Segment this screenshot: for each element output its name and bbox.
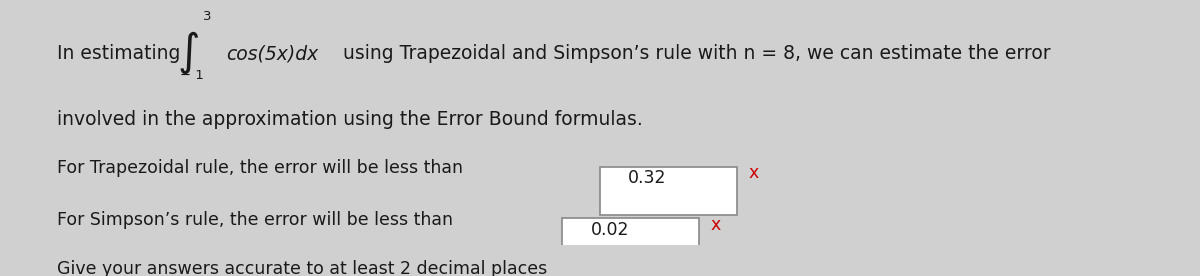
FancyBboxPatch shape (600, 167, 737, 215)
Text: 0.32: 0.32 (628, 169, 667, 187)
Text: x: x (710, 216, 720, 234)
Text: − 1: − 1 (180, 69, 204, 82)
Text: For Simpson’s rule, the error will be less than: For Simpson’s rule, the error will be le… (58, 211, 454, 229)
Text: $\int$: $\int$ (178, 30, 199, 76)
Text: involved in the approximation using the Error Bound formulas.: involved in the approximation using the … (58, 110, 643, 129)
FancyBboxPatch shape (562, 218, 698, 266)
Text: For Trapezoidal rule, the error will be less than: For Trapezoidal rule, the error will be … (58, 160, 463, 177)
Text: 0.02: 0.02 (590, 221, 629, 239)
Text: In estimating: In estimating (58, 44, 180, 63)
Text: 3: 3 (203, 10, 211, 23)
Text: x: x (748, 164, 758, 182)
Text: cos(5x)dx: cos(5x)dx (226, 44, 318, 63)
Text: using Trapezoidal and Simpson’s rule with n = 8, we can estimate the error: using Trapezoidal and Simpson’s rule wit… (337, 44, 1050, 63)
Text: Give your answers accurate to at least 2 decimal places: Give your answers accurate to at least 2… (58, 260, 547, 276)
